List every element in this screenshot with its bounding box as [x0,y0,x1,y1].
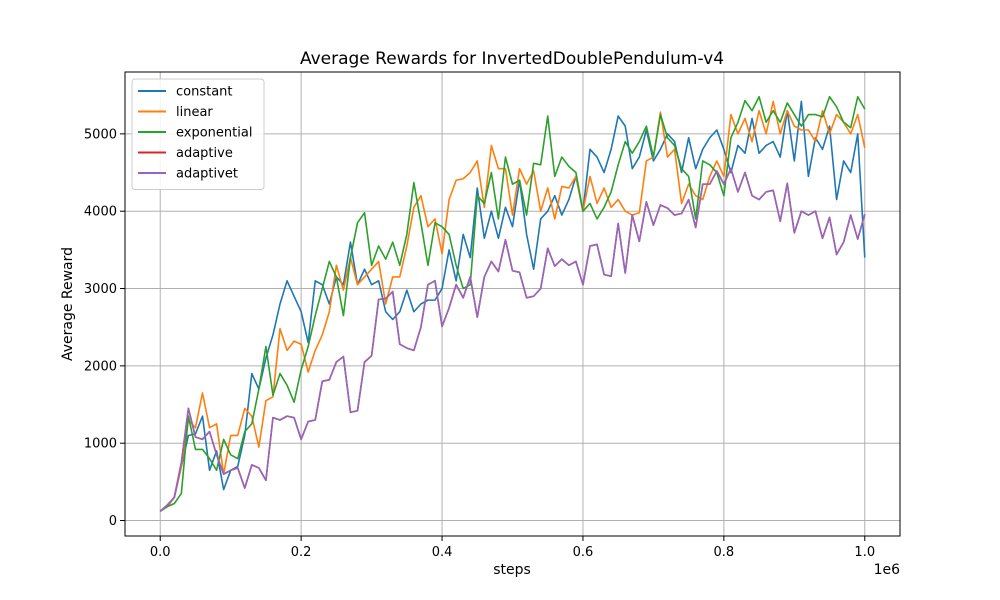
legend-label-linear: linear [176,105,213,120]
x-tick-label: 0.8 [714,545,735,560]
legend: constant linear exponential adaptive adaptiv… [131,78,265,190]
y-axis-label: Average Reward [60,247,76,361]
x-tick-label: 1.0 [854,545,875,560]
series-line-constant [159,100,866,512]
x-axis-label: steps [493,562,531,578]
series-line-linear [159,100,866,512]
y-tick-label: 3000 [84,282,117,297]
y-tick-label: 1000 [84,437,117,452]
x-tick-label: 0.4 [432,545,453,560]
axis-ticks: 0.0 0.2 0.4 0.6 0.8 1.0 0 1000 2000 3000 4000 5000 [84,127,875,560]
x-axis-offset: 1e6 [874,562,901,578]
plot-frame [124,71,901,537]
y-tick-label: 4000 [84,205,117,220]
x-tick-label: 0.2 [291,545,312,560]
x-tick-label: 0.0 [150,545,171,560]
chart-title: Average Rewards for InvertedDoublePendul… [300,49,724,69]
legend-box [131,78,265,190]
legend-label-exponential: exponential [176,126,252,141]
series-line-adaptivet [159,167,866,512]
legend-label-adaptivet: adaptivet [176,167,238,182]
series-line-exponential [159,95,866,512]
x-tick-label: 0.6 [573,545,594,560]
series-lines [159,95,866,512]
y-tick-label: 2000 [84,359,117,374]
legend-label-adaptive: adaptive [176,146,233,161]
legend-label-constant: constant [176,85,233,100]
y-tick-label: 5000 [84,127,117,142]
y-tick-label: 0 [109,514,117,529]
